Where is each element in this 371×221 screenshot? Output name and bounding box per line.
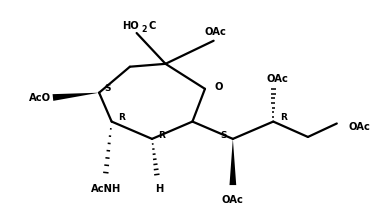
Text: AcNH: AcNH [91,184,121,194]
Text: R: R [158,131,165,139]
Text: AcO: AcO [29,93,51,103]
Text: OAc: OAc [204,27,226,37]
Text: R: R [118,113,125,122]
Text: S: S [220,131,226,139]
Text: OAc: OAc [266,74,288,84]
Polygon shape [230,139,236,185]
Text: HO: HO [122,21,138,31]
Text: OAc: OAc [222,195,244,205]
Text: 2: 2 [142,25,147,34]
Text: OAc: OAc [348,122,370,132]
Text: H: H [155,184,163,194]
Text: R: R [280,113,287,122]
Text: O: O [214,82,223,92]
Text: S: S [105,84,111,93]
Text: C: C [148,21,156,31]
Polygon shape [53,93,99,101]
